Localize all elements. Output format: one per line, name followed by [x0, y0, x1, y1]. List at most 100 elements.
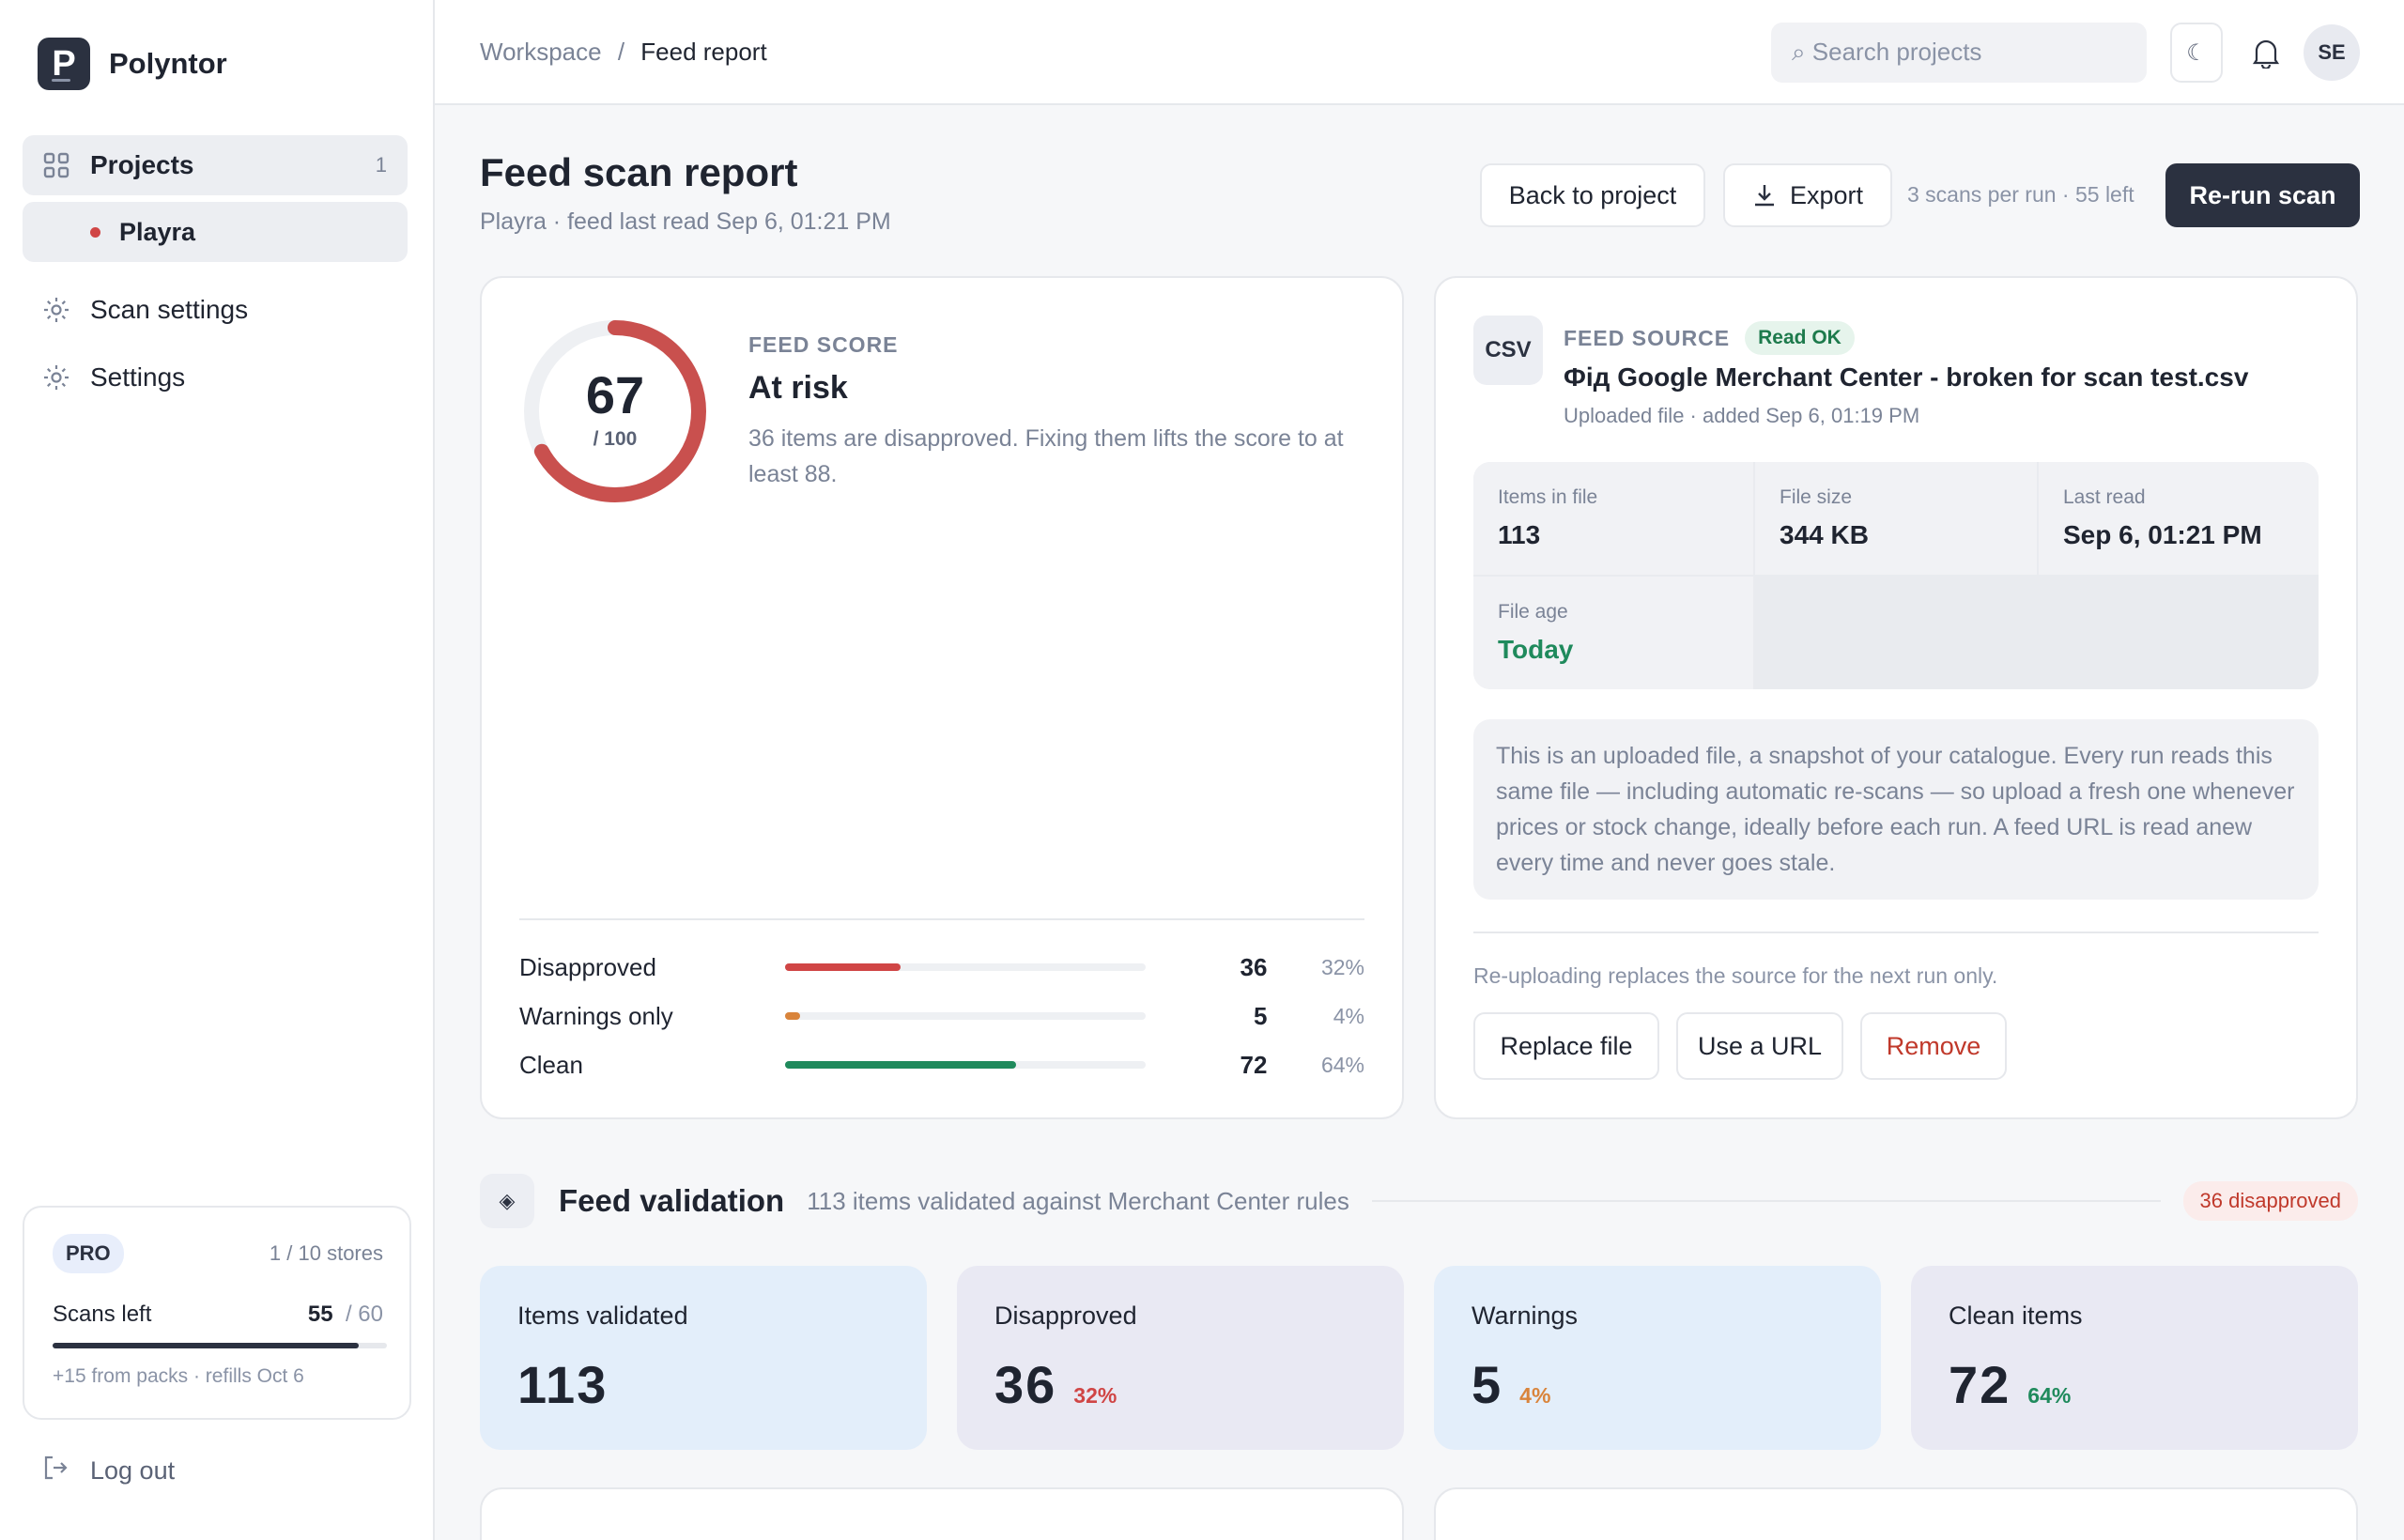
source-eyebrow: FEED SOURCE	[1564, 325, 1731, 350]
sidebar-project-playra[interactable]: Playra	[23, 202, 408, 262]
back-to-project-button[interactable]: Back to project	[1480, 163, 1705, 227]
metric-clean: Clean items 72 64%	[1911, 1266, 2358, 1450]
stat-value: Today	[1498, 635, 1574, 664]
plan-badge: PRO	[53, 1234, 124, 1273]
diamond-icon: ◈	[480, 1174, 534, 1228]
export-button[interactable]: Export	[1723, 163, 1892, 227]
scans-left-label: Scans left	[53, 1301, 152, 1327]
feed-score-card: 67 / 100 FEED SCORE At risk 36 items are…	[480, 276, 1404, 1119]
stores-usage: 1 / 10 stores	[269, 1241, 383, 1265]
metric-pct: 4%	[1519, 1383, 1551, 1408]
bell-icon[interactable]	[2247, 30, 2285, 75]
stat-size: File size 344 KB	[1755, 462, 2037, 575]
breakdown-bar	[784, 1012, 1147, 1020]
gear-icon	[41, 362, 71, 393]
metric-number: 5	[1472, 1355, 1503, 1414]
reupload-hint: Re-uploading replaces the source for the…	[1473, 963, 1998, 988]
breadcrumb-workspace[interactable]: Workspace	[480, 38, 602, 66]
status-dot	[90, 226, 100, 238]
lower-card-left	[480, 1487, 1404, 1540]
section-subtitle: 113 items validated against Merchant Cen…	[807, 1186, 1349, 1215]
breakdown-label: Clean	[519, 1050, 583, 1079]
use-url-button[interactable]: Use a URL	[1676, 1012, 1843, 1080]
topbar: Workspace / Feed report ⌕ Search project…	[435, 0, 2404, 105]
project-label: Playra	[119, 217, 196, 246]
source-stats: Items in file 113 File size 344 KB Last …	[1473, 462, 2319, 689]
breakdown-row-clean: Clean 72 64%	[519, 1046, 1364, 1084]
export-label: Export	[1789, 180, 1864, 209]
projects-count: 1	[375, 153, 387, 177]
lower-card-right	[1434, 1487, 2358, 1540]
breakdown-pct: 64%	[1320, 1052, 1365, 1077]
source-meta: Uploaded file · added Sep 6, 01:19 PM	[1564, 404, 1920, 427]
metric-value: 72 64%	[1949, 1354, 2071, 1415]
breakdown-bar-fill	[784, 963, 901, 971]
metric-value: 5 4%	[1472, 1354, 1550, 1415]
logout-icon	[41, 1454, 69, 1488]
breakdown-bar	[784, 1061, 1147, 1069]
grid-icon	[41, 150, 71, 180]
rerun-scan-button[interactable]: Re-run scan	[2165, 163, 2360, 227]
stat-label: File age	[1498, 601, 1568, 623]
scans-used: 55	[307, 1301, 333, 1327]
breakdown-label: Disapproved	[519, 952, 656, 981]
breakdown-bar-fill	[784, 1012, 800, 1020]
scans-progress-bar	[53, 1343, 387, 1348]
sidebar-item-label: Settings	[90, 362, 186, 392]
logout-label: Log out	[90, 1456, 176, 1485]
logout-button[interactable]: Log out	[41, 1454, 175, 1488]
page-subtitle: Playra · feed last read Sep 6, 01:21 PM	[480, 208, 891, 235]
remove-button[interactable]: Remove	[1860, 1012, 2007, 1080]
metric-label: Warnings	[1472, 1301, 1579, 1330]
sidebar-item-settings[interactable]: Settings	[23, 347, 408, 408]
breakdown-row-warnings: Warnings only 5 4%	[519, 997, 1364, 1035]
avatar[interactable]: SE	[2304, 24, 2360, 81]
source-note: This is an uploaded file, a snapshot of …	[1473, 719, 2319, 900]
breakdown-label: Warnings only	[519, 1001, 673, 1030]
divider	[1473, 932, 2319, 933]
score-description: 36 items are disapproved. Fixing them li…	[748, 425, 1344, 487]
stat-value: 113	[1498, 520, 1541, 549]
sidebar-item-scan-settings[interactable]: Scan settings	[23, 280, 408, 340]
gear-icon	[41, 295, 71, 325]
breakdown-bar	[784, 963, 1147, 971]
metric-warnings: Warnings 5 4%	[1434, 1266, 1881, 1450]
source-header: FEED SOURCE Read OK	[1564, 321, 1855, 355]
breakdown-count: 72	[1240, 1050, 1268, 1079]
search-input[interactable]: ⌕ Search projects	[1771, 23, 2147, 83]
score-max: / 100	[593, 428, 638, 450]
stat-label: Last read	[2063, 486, 2146, 508]
metric-number: 36	[994, 1355, 1057, 1414]
validation-header: ◈ Feed validation 113 items validated ag…	[480, 1174, 2358, 1228]
metric-pct: 32%	[1073, 1383, 1117, 1408]
metric-label: Disapproved	[994, 1301, 1137, 1330]
scan-quota: 3 scans per run · 55 left	[1907, 182, 2134, 207]
replace-file-button[interactable]: Replace file	[1473, 1012, 1659, 1080]
stat-file-age: File age Today	[1473, 577, 1753, 689]
breakdown-count: 36	[1240, 952, 1268, 981]
scans-progress-fill	[53, 1343, 360, 1348]
metric-value: 36 32%	[994, 1354, 1117, 1415]
disapproved-badge: 36 disapproved	[2182, 1181, 2358, 1221]
score-eyebrow: FEED SCORE	[748, 332, 899, 357]
main-content: Workspace / Feed report ⌕ Search project…	[435, 0, 2404, 1540]
stat-label: File size	[1780, 486, 1853, 508]
brand-logo[interactable]: P Polyntor	[38, 38, 227, 90]
metric-number: 72	[1949, 1355, 2011, 1414]
score-status: At risk	[748, 370, 848, 406]
sidebar-item-label: Scan settings	[90, 295, 249, 324]
sidebar: P Polyntor Projects 1 Playra Scan settin…	[0, 0, 435, 1540]
refill-note: +15 from packs · refills Oct 6	[53, 1365, 304, 1387]
metric-label: Items validated	[517, 1301, 688, 1330]
breakdown-count: 5	[1254, 1001, 1268, 1030]
divider	[519, 918, 1364, 920]
sidebar-item-label: Projects	[90, 150, 194, 179]
logo-mark: P	[38, 38, 90, 90]
metric-label: Clean items	[1949, 1301, 2083, 1330]
feed-source-card: CSV FEED SOURCE Read OK Фід Google Merch…	[1434, 276, 2358, 1119]
scans-total: / 60	[345, 1301, 383, 1327]
theme-toggle-icon[interactable]: ☾	[2170, 23, 2223, 83]
sidebar-item-projects[interactable]: Projects 1	[23, 135, 408, 195]
page-title: Feed scan report	[480, 150, 798, 194]
metric-value: 113	[517, 1354, 608, 1415]
